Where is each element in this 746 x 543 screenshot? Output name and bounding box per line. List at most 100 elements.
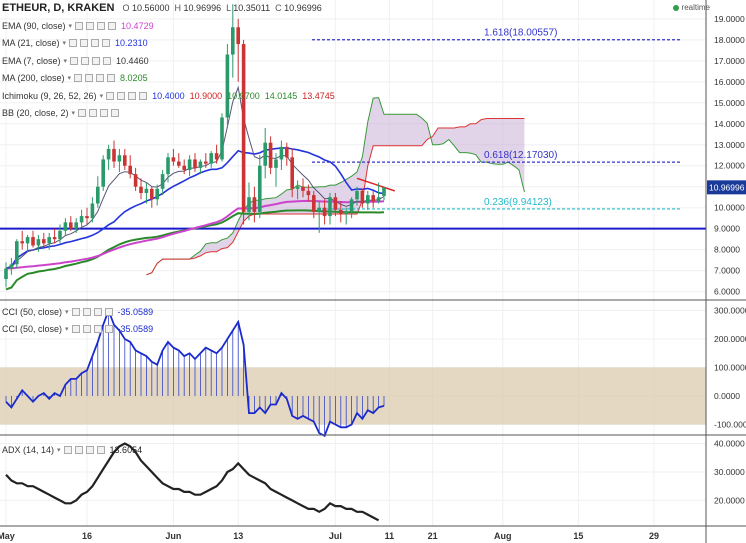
price-tick-label: 9.0000 [714, 224, 740, 234]
settings-icon[interactable] [74, 445, 83, 454]
close-icon[interactable] [139, 91, 148, 100]
eye-icon[interactable] [63, 445, 72, 454]
dots-icon[interactable] [85, 445, 94, 454]
candle-body [90, 203, 95, 219]
settings-icon[interactable] [81, 56, 90, 65]
indicator-name: CCI (50, close) [2, 306, 63, 317]
candle-body [198, 161, 203, 168]
indicator-value: 13.4745 [302, 90, 335, 101]
close-icon[interactable] [103, 56, 112, 65]
settings-icon[interactable] [86, 21, 95, 30]
eye-icon[interactable] [70, 56, 79, 65]
candle-body [150, 188, 154, 200]
settings-icon[interactable] [117, 91, 126, 100]
cci-band [0, 367, 706, 425]
bb-legend[interactable]: BB (20, close, 2) ▾ [2, 106, 120, 119]
adx-legend[interactable]: ADX (14, 14) ▾ 13.6054 [2, 443, 142, 456]
settings-icon[interactable] [80, 39, 89, 47]
indicator-value: 10.4000 [152, 90, 185, 101]
dots-icon[interactable] [128, 91, 137, 100]
candle-body [290, 157, 294, 189]
dots-icon[interactable] [97, 21, 106, 30]
close-icon[interactable] [104, 324, 113, 333]
fib-label: 1.618(18.00557) [484, 28, 557, 39]
close-icon[interactable] [104, 307, 113, 316]
candle-body [101, 159, 105, 187]
cci-tick-label: 300.0000 [714, 306, 746, 316]
dots-icon[interactable] [93, 307, 102, 316]
time-tick-label: 13 [233, 531, 243, 541]
chevron-down-icon[interactable]: ▾ [63, 57, 68, 65]
eye-icon[interactable] [71, 307, 80, 316]
price-tick-label: 14.0000 [714, 119, 745, 129]
eye-icon[interactable] [69, 39, 78, 47]
price-tick-label: 19.0000 [714, 14, 745, 24]
indicator-legend[interactable]: EMA (7, close) ▾ 10.4460 [2, 54, 149, 67]
indicator-legend[interactable]: MA (21, close) ▾ 10.2310 [2, 37, 148, 50]
ichimoku-legend[interactable]: Ichimoku (9, 26, 52, 26) ▾ 10.4000 10.9000 1… [2, 89, 335, 102]
cci-tick-label: 200.0000 [714, 334, 746, 344]
cci-legend[interactable]: CCI (50, close) ▾ -35.0589 [2, 322, 153, 335]
indicator-name: EMA (90, close) [2, 20, 66, 31]
candle-body [258, 165, 262, 212]
ema-90-line [5, 199, 385, 270]
settings-icon[interactable] [82, 307, 91, 316]
dots-icon[interactable] [93, 324, 102, 333]
candle-body [236, 27, 240, 45]
candle-body [225, 54, 230, 118]
close-icon[interactable] [107, 74, 116, 82]
low-value: 10.35011 [233, 3, 271, 13]
adx-line [5, 442, 380, 522]
candle-body [263, 142, 267, 166]
close-icon[interactable] [102, 39, 111, 47]
price-tick-label: 8.0000 [714, 245, 740, 255]
chevron-down-icon[interactable]: ▾ [65, 308, 69, 316]
candle-body [74, 222, 78, 229]
eye-icon[interactable] [78, 108, 87, 117]
indicator-name: Ichimoku (9, 26, 52, 26) [2, 90, 97, 101]
time-tick-label: 21 [428, 531, 438, 541]
candle-body [322, 207, 327, 217]
eye-icon[interactable] [106, 91, 115, 100]
candle-body [285, 146, 289, 158]
settings-icon[interactable] [82, 324, 91, 333]
candle-body [171, 157, 176, 162]
settings-icon[interactable] [89, 108, 98, 117]
eye-icon[interactable] [75, 21, 84, 30]
live-dot-icon [672, 4, 679, 11]
candle-body [160, 174, 165, 189]
candle-body [220, 117, 224, 160]
close-icon[interactable] [108, 21, 117, 30]
time-tick-label: Jul [329, 531, 342, 541]
indicator-legend[interactable]: MA (200, close) ▾ 8.0205 [2, 72, 148, 85]
chevron-down-icon[interactable]: ▾ [57, 446, 61, 454]
candle-body [9, 264, 14, 269]
candle-body [231, 27, 235, 55]
cci-legend[interactable]: CCI (50, close) ▾ -35.0589 [2, 305, 153, 318]
dots-icon[interactable] [91, 39, 100, 47]
chevron-down-icon[interactable]: ▾ [62, 40, 67, 47]
close-icon[interactable] [96, 445, 105, 454]
chevron-down-icon[interactable]: ▾ [99, 92, 104, 100]
cci-line [5, 307, 385, 438]
dots-icon[interactable] [96, 74, 105, 82]
close-icon[interactable] [111, 108, 120, 117]
settings-icon[interactable] [85, 74, 94, 82]
indicator-value: 10.9700 [227, 90, 260, 101]
indicator-legend[interactable]: EMA (90, close) ▾ 10.4729 [2, 19, 154, 32]
eye-icon[interactable] [74, 74, 83, 82]
close-value: 10.96996 [284, 3, 322, 13]
chevron-down-icon[interactable]: ▾ [67, 75, 72, 82]
candle-body [20, 241, 24, 244]
chevron-down-icon[interactable]: ▾ [71, 109, 76, 117]
resistance-trendline [356, 177, 396, 192]
time-tick-label: Aug [494, 531, 512, 541]
chevron-down-icon[interactable]: ▾ [68, 22, 73, 30]
eye-icon[interactable] [71, 324, 80, 333]
price-tick-label: 18.0000 [714, 35, 745, 45]
dots-icon[interactable] [92, 56, 101, 65]
dots-icon[interactable] [100, 108, 109, 117]
chevron-down-icon[interactable]: ▾ [65, 325, 69, 333]
candle-body [52, 237, 57, 240]
